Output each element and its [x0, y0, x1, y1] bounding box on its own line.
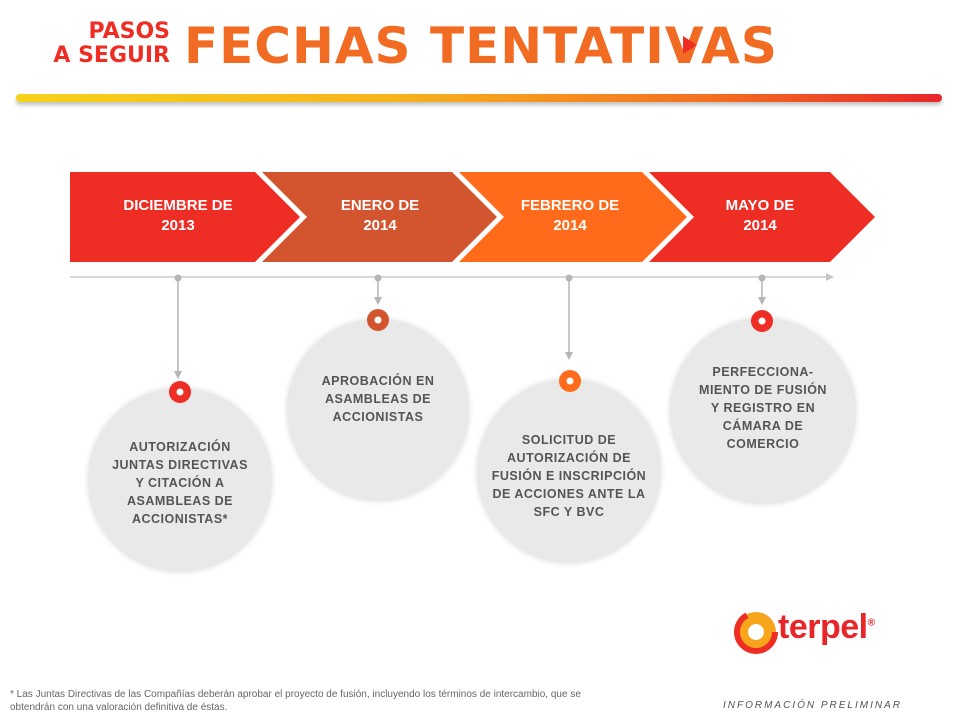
step-circle-1: AUTORIZACIÓN JUNTAS DIRECTIVAS Y CITACIÓ… [88, 388, 272, 572]
preliminary-label: INFORMACIÓN PRELIMINAR [722, 700, 902, 711]
step-text-4: PERFECCIONA-MIENTO DE FUSIÓN Y REGISTRO … [699, 365, 827, 451]
terpel-logo-icon [734, 610, 778, 654]
section-label: PASOS A SEGUIR [30, 20, 170, 68]
step-circle-4: PERFECCIONA-MIENTO DE FUSIÓN Y REGISTRO … [670, 318, 856, 504]
step-marker-4-icon [751, 310, 773, 332]
header-divider [16, 94, 942, 102]
section-label-line2: A SEGUIR [53, 43, 170, 68]
segment-label-3: FEBRERO DE 2014 [520, 197, 620, 234]
timeline-segment-3 [459, 172, 687, 262]
timeline-segment-1 [70, 172, 300, 262]
step-circle-3: SOLICITUD DE AUTORIZACIÓN DE FUSIÓN E IN… [477, 379, 661, 563]
step-circle-2: APROBACIÓN EN ASAMBLEAS DE ACCIONISTAS [287, 319, 469, 501]
segment-label-2: ENERO DE 2014 [340, 197, 420, 234]
step-text-2: APROBACIÓN EN ASAMBLEAS DE ACCIONISTAS [321, 374, 435, 424]
timeline-baseline-arrow-icon [826, 273, 834, 281]
connector-2 [374, 274, 382, 305]
step-text-1: AUTORIZACIÓN JUNTAS DIRECTIVAS Y CITACIÓ… [112, 440, 248, 526]
timeline-segment-4 [649, 172, 875, 262]
terpel-logo: terpel® [734, 606, 884, 656]
segment-label-4: MAYO DE 2014 [725, 197, 795, 234]
connector-1 [174, 274, 182, 379]
connector-3 [565, 274, 573, 360]
timeline-segment-2 [262, 172, 497, 262]
connector-4 [758, 274, 766, 305]
step-marker-3-icon [559, 370, 581, 392]
segment-label-1: DICIEMBRE DE 2013 [123, 197, 233, 234]
title-arrow-icon [683, 36, 697, 54]
terpel-logo-text: terpel® [778, 608, 875, 646]
page-title: FECHAS TENTATIVAS [184, 17, 778, 75]
section-label-line1: PASOS [88, 19, 170, 44]
step-marker-1-icon [169, 381, 191, 403]
footnote: * Las Juntas Directivas de las Compañías… [10, 689, 581, 713]
step-text-3: SOLICITUD DE AUTORIZACIÓN DE FUSIÓN E IN… [491, 433, 647, 519]
step-marker-2-icon [367, 309, 389, 331]
